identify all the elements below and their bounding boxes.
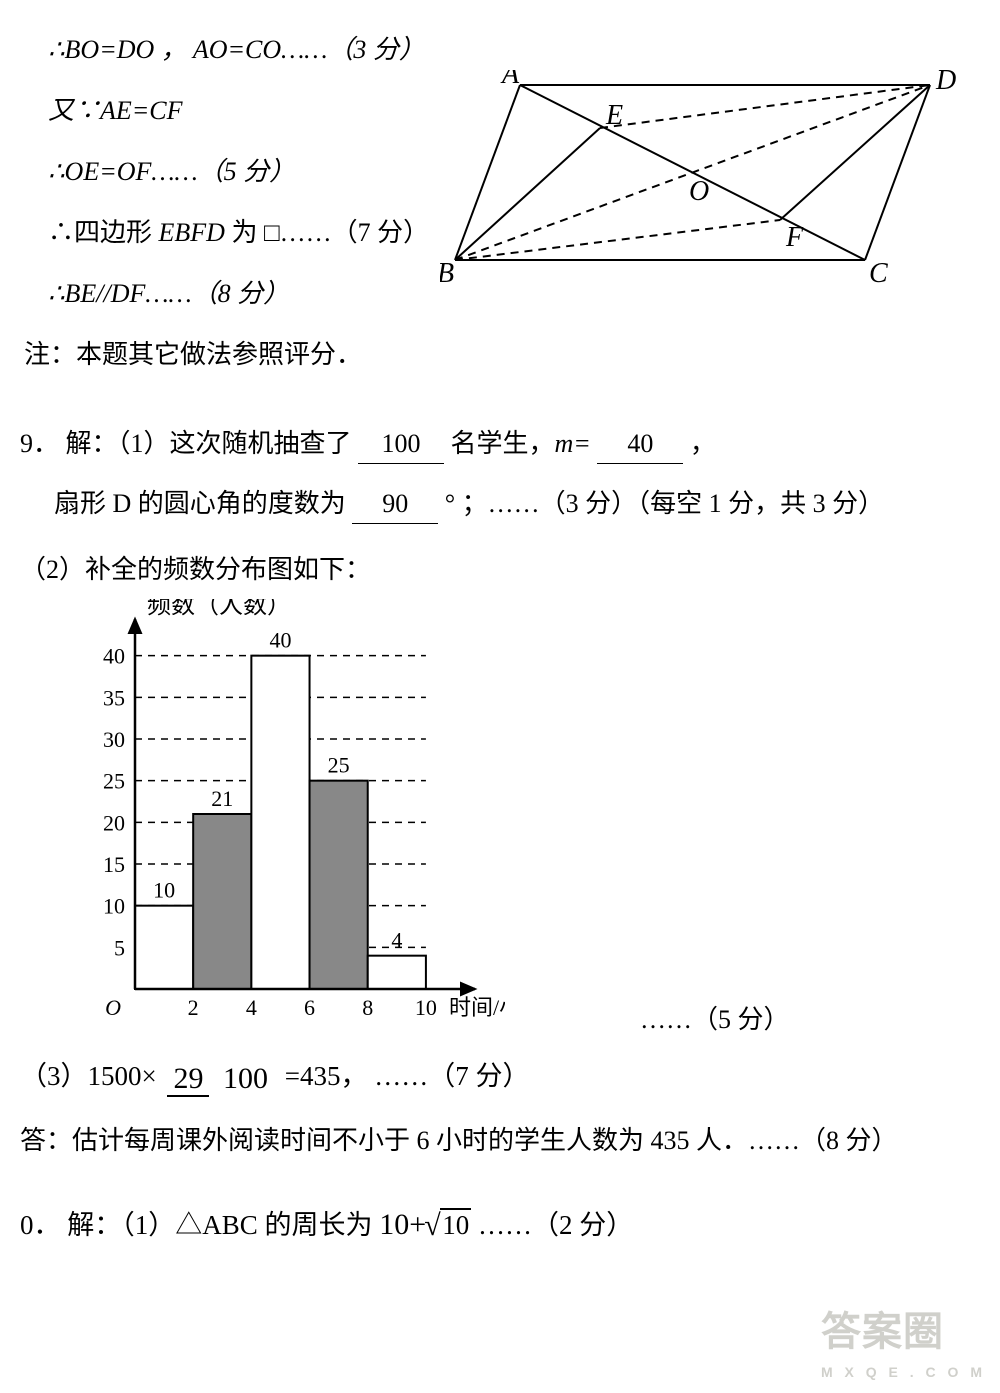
fraction-num: 29 (167, 1062, 209, 1097)
proof-note: 注：本题其它做法参照评分． (24, 335, 980, 374)
svg-text:4: 4 (391, 928, 402, 953)
q19-line1-pre: 9． 解：（1）这次随机抽查了 (20, 429, 352, 458)
svg-text:A: A (500, 70, 520, 90)
bar-chart-svg: 5 10 15 20 25 30 35 40 10 21 40 25 4 2 4 6 8 10 O 频数（人数） 时间/… (75, 599, 505, 1039)
fraction-den: 100 (217, 1062, 274, 1095)
svg-text:10: 10 (153, 878, 175, 903)
proof-line-1-text: ∴BO=DO ， AO=CO……（3 分） (48, 35, 425, 64)
q19-part2: （2）补全的频数分布图如下： (20, 550, 980, 589)
svg-text:25: 25 (103, 769, 125, 794)
bar-chart: 5 10 15 20 25 30 35 40 10 21 40 25 4 2 4 6 8 10 O 频数（人数） 时间/… (75, 599, 980, 1050)
q20-line: 0． 解：（1）△ABC 的周长为 10+ 10 ……（2 分） (20, 1202, 980, 1247)
q19-part3: （3）1500× 29 100 =435， ……（7 分） (20, 1056, 980, 1097)
watermark-main: 答案圈 (821, 1310, 944, 1354)
q19-part3-post: =435， ……（7 分） (285, 1061, 530, 1091)
svg-text:5: 5 (114, 935, 125, 960)
svg-text:频数（人数）: 频数（人数） (147, 599, 291, 619)
svg-text:F: F (785, 222, 804, 253)
q19-mid1: 名学生， (451, 429, 555, 458)
q19-line2-post: ° ；……（3 分）（每空 1 分，共 3 分） (445, 489, 884, 518)
svg-text:30: 30 (103, 727, 125, 752)
svg-text:C: C (869, 258, 888, 289)
proof-line-4-post: 为 □……（7 分） (225, 218, 429, 247)
svg-text:35: 35 (103, 685, 125, 710)
proof-line-4-pre: ∴四边形 (48, 218, 159, 247)
svg-text:O: O (689, 176, 709, 207)
q19-tail1: ， (690, 429, 716, 458)
svg-text:O: O (105, 995, 121, 1020)
sqrt-radicand: 10 (440, 1208, 471, 1240)
q19-blank-3: 90 (352, 484, 438, 524)
q19-blank-2: 40 (597, 424, 683, 464)
svg-text:40: 40 (269, 628, 291, 653)
q20-big: 10+ (379, 1208, 426, 1241)
svg-text:6: 6 (304, 995, 315, 1020)
q19-answer: 答：估计每周课外阅读时间不小于 6 小时的学生人数为 435 人．……（8 分） (20, 1121, 980, 1160)
svg-text:2: 2 (188, 995, 199, 1020)
q19-line2-pre: 扇形 D 的圆心角的度数为 (54, 489, 346, 518)
svg-text:15: 15 (103, 852, 125, 877)
svg-text:E: E (605, 100, 623, 131)
q19-part3-pre: （3）1500× (20, 1061, 157, 1091)
parallelogram-diagram: A D B C E F O (440, 70, 980, 290)
watermark: 答案圈 M X Q E . C O M (821, 1302, 986, 1383)
proof-line-2-text: 又∵AE=CF (48, 96, 183, 125)
q20-pre: 0． 解：（1）△ABC 的周长为 (20, 1210, 373, 1240)
sqrt-10: 10 (426, 1205, 471, 1246)
q19-chart-score: ……（5 分） (640, 1000, 790, 1039)
svg-text:10: 10 (415, 995, 437, 1020)
svg-text:21: 21 (211, 786, 233, 811)
proof-line-4-term: EBFD (159, 218, 225, 247)
svg-text:时间/小时: 时间/小时 (449, 995, 505, 1020)
svg-text:10: 10 (103, 894, 125, 919)
proof-line-3-text: ∴OE=OF……（5 分） (48, 157, 295, 186)
svg-text:D: D (935, 70, 956, 96)
svg-text:25: 25 (328, 753, 350, 778)
q19-m-label: m= (555, 429, 591, 458)
q20-tail: ……（2 分） (478, 1210, 633, 1240)
proof-line-1: ∴BO=DO ， AO=CO……（3 分） (48, 30, 980, 69)
q19-blank-1: 100 (358, 424, 444, 464)
svg-text:40: 40 (103, 644, 125, 669)
svg-text:4: 4 (246, 995, 257, 1020)
watermark-sub: M X Q E . C O M (821, 1362, 986, 1383)
q19-line1: 9． 解：（1）这次随机抽查了 100 名学生，m= 40 ， (20, 424, 980, 464)
svg-text:8: 8 (362, 995, 373, 1020)
fraction-29-100: 29 100 (167, 1062, 274, 1095)
svg-text:20: 20 (103, 810, 125, 835)
q19-line2: 扇形 D 的圆心角的度数为 90 ° ；……（3 分）（每空 1 分，共 3 分… (54, 484, 980, 524)
proof-line-5-text: ∴BE//DF……（8 分） (48, 279, 289, 308)
svg-text:B: B (440, 258, 454, 289)
